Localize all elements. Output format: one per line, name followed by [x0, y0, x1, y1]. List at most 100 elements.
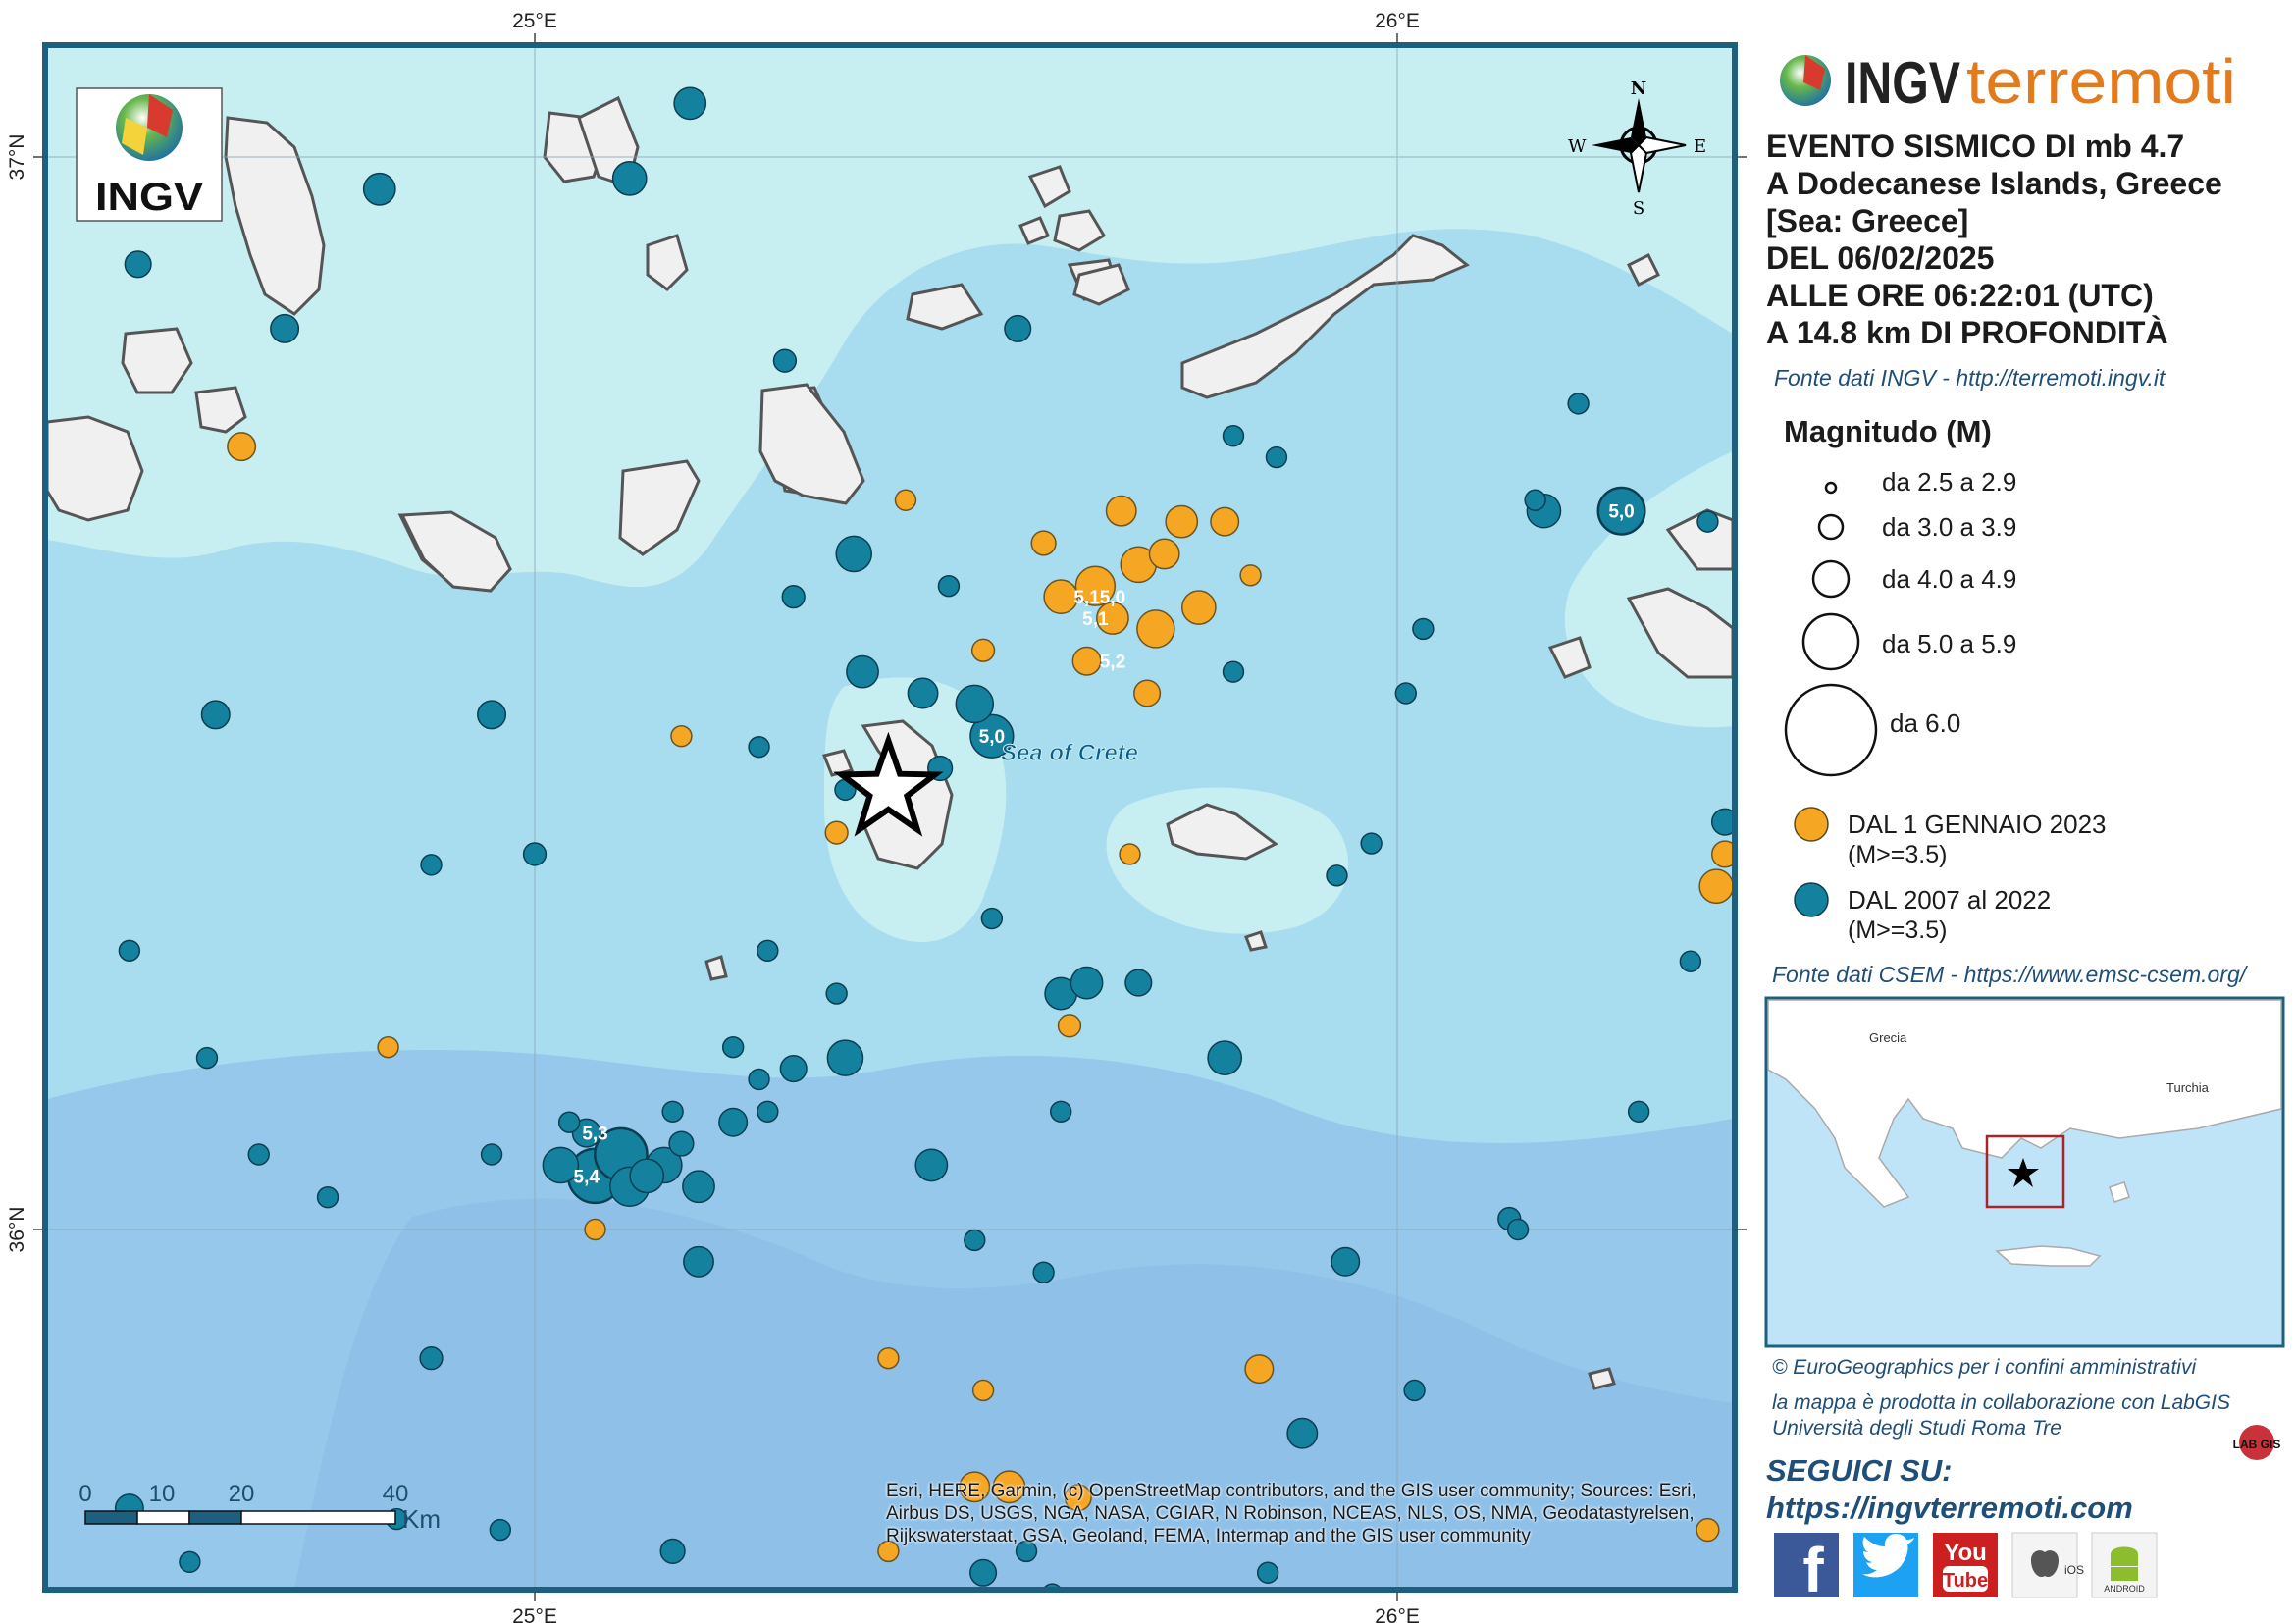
historic-quake-marker[interactable]: [480, 1143, 503, 1166]
historic-quake-marker[interactable]: [1696, 510, 1719, 533]
historic-quake-marker[interactable]: [718, 1107, 749, 1137]
historic-quake-marker[interactable]: [1124, 969, 1153, 997]
historic-quake-marker[interactable]: [748, 1068, 770, 1091]
historic-quake-marker[interactable]: [779, 1055, 808, 1083]
historic-quake-marker[interactable]: [1256, 1561, 1279, 1584]
historic-quake-marker[interactable]: [781, 584, 806, 609]
historic-quake-marker[interactable]: [1412, 617, 1435, 641]
historic-quake-marker[interactable]: [1644, 1605, 1687, 1623]
recent-quake-marker[interactable]: [1210, 506, 1240, 537]
historic-quake-marker[interactable]: [757, 1100, 779, 1123]
historic-quake-marker[interactable]: [748, 735, 770, 759]
historic-quake-marker[interactable]: [673, 86, 707, 121]
historic-quake-marker[interactable]: [937, 575, 961, 598]
historic-quake-marker[interactable]: [1331, 1246, 1361, 1277]
historic-quake-marker[interactable]: [683, 1245, 714, 1278]
historic-quake-marker[interactable]: [955, 684, 995, 724]
recent-quake-marker[interactable]: [970, 638, 996, 662]
recent-quake-marker[interactable]: [1180, 590, 1217, 625]
recent-quake-marker[interactable]: [584, 1218, 606, 1241]
recent-quake-marker[interactable]: [992, 1470, 1026, 1504]
historic-quake-marker[interactable]: [489, 1518, 512, 1542]
historic-quake-marker[interactable]: [179, 1550, 201, 1574]
historic-quake-marker[interactable]: [557, 1111, 581, 1133]
historic-quake-marker[interactable]: [419, 1346, 444, 1371]
historic-quake-marker[interactable]: [477, 700, 507, 730]
recent-quake-marker[interactable]: [1057, 1014, 1082, 1038]
recent-quake-marker[interactable]: [1710, 840, 1739, 868]
historic-quake-marker[interactable]: [1222, 660, 1245, 683]
historic-quake-marker[interactable]: [772, 348, 798, 373]
historic-quake-marker[interactable]: [835, 535, 873, 573]
historic-quake-marker[interactable]: [1627, 1100, 1650, 1123]
historic-quake-marker[interactable]: [826, 1039, 864, 1076]
source-csem-link[interactable]: Fonte dati CSEM - https://www.emsc-csem.…: [1772, 962, 2247, 987]
historic-quake-marker[interactable]: [964, 1229, 986, 1252]
historic-quake-marker[interactable]: [661, 1100, 684, 1123]
historic-quake-marker[interactable]: [124, 250, 152, 279]
source-ingv-link[interactable]: Fonte dati INGV - http://terremoti.ingv.…: [1774, 365, 2166, 391]
historic-quake-marker[interactable]: [1710, 808, 1739, 836]
historic-quake-marker[interactable]: [247, 1143, 270, 1166]
historic-quake-marker[interactable]: [1679, 950, 1702, 972]
historic-quake-marker[interactable]: [1524, 489, 1546, 511]
recent-quake-marker[interactable]: [1064, 1484, 1092, 1512]
recent-quake-marker[interactable]: [824, 820, 849, 845]
historic-quake-marker[interactable]: [659, 1538, 686, 1565]
follow-url-link[interactable]: https://ingvterremoti.com: [1766, 1491, 2133, 1525]
recent-quake-marker[interactable]: [1244, 1354, 1275, 1385]
historic-quake-marker[interactable]: [757, 939, 779, 963]
recent-quake-marker[interactable]: [1696, 1517, 1720, 1543]
historic-quake-marker[interactable]: [542, 1146, 580, 1184]
historic-quake-marker[interactable]: [629, 1158, 665, 1194]
recent-quake-marker[interactable]: [877, 1540, 900, 1563]
recent-quake-marker[interactable]: [227, 432, 257, 462]
historic-quake-marker[interactable]: [270, 313, 300, 343]
recent-quake-marker[interactable]: [1133, 679, 1162, 707]
historic-quake-marker[interactable]: [1049, 1100, 1072, 1123]
historic-quake-marker[interactable]: [1567, 393, 1590, 415]
historic-quake-marker[interactable]: [668, 1130, 695, 1157]
historic-quake-marker[interactable]: [300, 1605, 321, 1623]
historic-quake-marker[interactable]: [1596, 486, 1646, 536]
historic-quake-marker[interactable]: [1015, 1540, 1038, 1563]
recent-quake-marker[interactable]: [1071, 646, 1102, 676]
historic-quake-marker[interactable]: [887, 1595, 908, 1615]
historic-quake-marker[interactable]: [1032, 1261, 1055, 1283]
twitter-icon[interactable]: [1853, 1533, 1918, 1597]
recent-quake-marker[interactable]: [1030, 530, 1057, 556]
historic-quake-marker[interactable]: [1222, 424, 1245, 447]
facebook-icon[interactable]: f: [1774, 1533, 1839, 1605]
recent-quake-marker[interactable]: [894, 489, 917, 511]
recent-quake-marker[interactable]: [1165, 504, 1199, 539]
historic-quake-marker[interactable]: [611, 161, 648, 196]
recent-quake-marker[interactable]: [959, 1471, 991, 1503]
recent-quake-marker[interactable]: [1136, 609, 1175, 649]
historic-quake-marker[interactable]: [1360, 832, 1383, 855]
historic-quake-marker[interactable]: [914, 1148, 949, 1182]
historic-quake-marker[interactable]: [316, 1186, 339, 1209]
historic-quake-marker[interactable]: [969, 713, 1015, 759]
recent-quake-marker[interactable]: [1239, 564, 1262, 587]
android-icon[interactable]: ANDROID: [2091, 1532, 2158, 1598]
historic-quake-marker[interactable]: [846, 654, 879, 689]
historic-quake-marker[interactable]: [682, 1170, 715, 1204]
recent-quake-marker[interactable]: [1043, 579, 1079, 614]
historic-quake-marker[interactable]: [907, 677, 939, 709]
historic-quake-marker[interactable]: [969, 1558, 998, 1587]
historic-quake-marker[interactable]: [200, 700, 231, 730]
youtube-icon[interactable]: You Tube: [1933, 1533, 1998, 1597]
recent-quake-marker[interactable]: [1148, 538, 1180, 570]
historic-quake-marker[interactable]: [118, 939, 141, 963]
historic-quake-marker[interactable]: [1207, 1040, 1243, 1075]
recent-quake-marker[interactable]: [377, 1035, 399, 1059]
recent-quake-marker[interactable]: [1119, 843, 1141, 865]
historic-quake-marker[interactable]: [522, 842, 548, 866]
historic-quake-marker[interactable]: [1265, 445, 1288, 469]
historic-quake-marker[interactable]: [362, 172, 396, 206]
recent-quake-marker[interactable]: [1074, 565, 1117, 606]
recent-quake-marker[interactable]: [670, 725, 693, 748]
recent-quake-marker[interactable]: [1096, 602, 1129, 635]
recent-quake-marker[interactable]: [1698, 868, 1733, 905]
